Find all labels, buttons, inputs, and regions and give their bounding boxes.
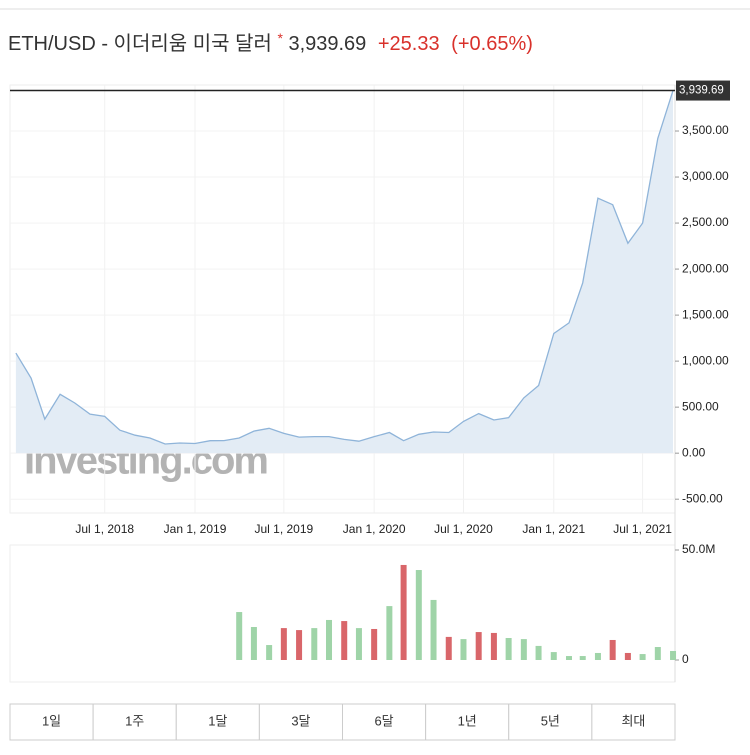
quote-header: ETH/USD - 이더리움 미국 달러 * 3,939.69 +25.33 (… [8,27,533,55]
volume-bar [579,656,586,660]
range-button-label[interactable]: 1주 [125,713,144,728]
x-tick-label: Jan 1, 2020 [343,522,406,536]
volume-bar [445,636,452,660]
volume-bar [266,645,273,660]
change: +25.33 [378,33,440,55]
volume-bar [475,632,482,660]
y-tick-label: 0.00 [682,445,706,459]
y-tick-label: 2,000.00 [682,261,729,275]
volume-bar [355,628,362,660]
x-tick-label: Jul 1, 2021 [613,522,672,536]
y-tick-label: 500.00 [682,399,719,413]
volume-bar [535,645,542,660]
y-tick-label: 50.0M [682,542,715,556]
range-button[interactable] [508,703,593,741]
range-button-label[interactable]: 최대 [621,713,645,728]
range-button-label[interactable]: 1년 [458,713,477,728]
volume-bar [326,619,333,660]
volume-bar [490,632,497,660]
y-tick-label: 1,000.00 [682,353,729,367]
volume-bar [654,647,661,660]
volume-bar [280,628,287,660]
range-button[interactable] [591,703,676,741]
y-tick-label: 2,500.00 [682,215,729,229]
marker: * [277,30,283,46]
y-tick-label: 0 [682,652,689,666]
range-button[interactable] [258,703,343,741]
volume-bar [386,606,393,660]
last-price-label: 3,939.69 [679,85,724,97]
volume-bar [400,564,407,660]
range-button-label[interactable]: 6달 [374,713,393,728]
range-button-label[interactable]: 1달 [208,713,227,728]
volume-bar [430,599,437,660]
volume-panel [9,544,676,683]
volume-bar [250,627,257,660]
price: 3,939.69 [288,33,366,55]
x-tick-label: Jul 1, 2018 [75,522,134,536]
x-tick-label: Jan 1, 2021 [522,522,585,536]
range-button-label[interactable]: 5년 [541,713,560,728]
volume-bar [236,612,243,660]
volume-bar [341,621,348,660]
volume-bar [296,630,303,660]
range-button-label[interactable]: 1일 [42,713,61,728]
price-line [15,90,674,445]
volume-bar [594,652,601,660]
range-button[interactable] [9,703,94,741]
x-tick-label: Jul 1, 2019 [254,522,313,536]
range-button[interactable] [342,703,427,741]
y-tick-label: 3,000.00 [682,169,729,183]
volume-bar [505,638,512,660]
y-tick-label: -500.00 [682,491,723,505]
y-tick-label: 3,500.00 [682,123,729,137]
last-price-tag [676,80,730,101]
volume-bar [670,650,677,660]
y-tick-label: 1,500.00 [682,307,729,321]
x-tick-label: Jul 1, 2020 [434,522,493,536]
volume-bar [565,656,572,660]
x-tick-label: Jan 1, 2019 [164,522,227,536]
price-area [15,90,673,454]
volume-bar [550,652,557,660]
range-button[interactable] [425,703,510,741]
range-button-label[interactable]: 3달 [291,713,310,728]
volume-bar [520,639,527,660]
change-pct: (+0.65%) [451,33,533,55]
volume-bar [371,628,378,660]
volume-bar [311,628,318,660]
volume-bar [639,654,646,660]
volume-bar [609,639,616,660]
symbol: ETH/USD - 이더리움 미국 달러 [8,32,272,55]
volume-bar [460,639,467,660]
volume-bar [415,570,422,660]
range-button[interactable] [175,703,260,741]
volume-bar [624,652,631,660]
